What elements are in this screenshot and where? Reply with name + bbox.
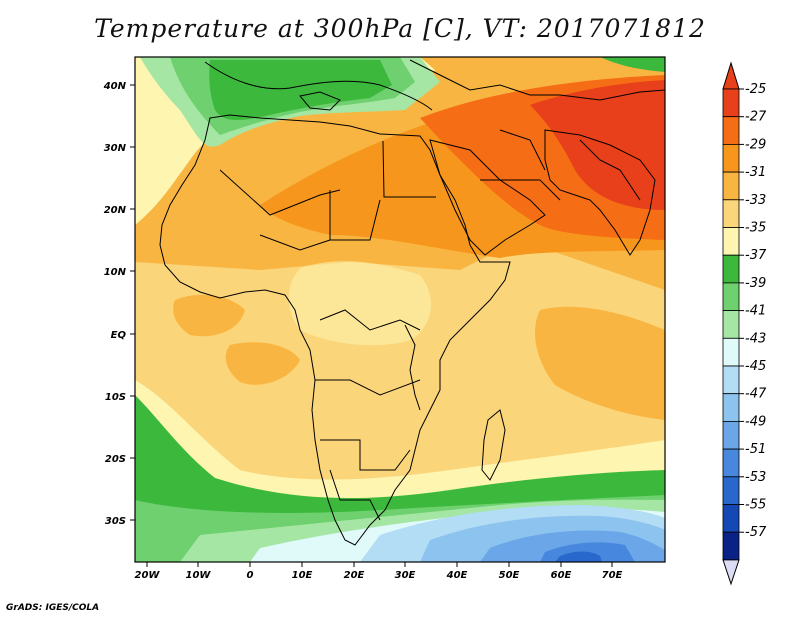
colorbar-swatch <box>722 116 740 145</box>
colorbar-swatch <box>722 199 740 228</box>
colorbar-swatch <box>722 143 740 173</box>
colorbar-bottom-arrow <box>722 559 740 586</box>
colorbar-label: -49 <box>745 414 766 429</box>
colorbar-label: -35 <box>745 221 766 236</box>
lat-tick-label: 30N <box>104 143 127 154</box>
colorbar-label: -27 <box>745 110 767 125</box>
lat-tick-label: EQ <box>111 330 127 341</box>
credit-text: GrADS: IGES/COLA <box>6 603 100 613</box>
lon-tick-label: 40E <box>446 570 468 581</box>
axis-ticks <box>130 84 613 567</box>
colorbar-label: -39 <box>745 276 766 291</box>
coastlines <box>159 59 665 546</box>
lon-tick-label: 20W <box>135 570 161 581</box>
lat-tick-label: 10S <box>105 392 126 403</box>
colorbar-label: -57 <box>745 525 767 540</box>
colorbar-swatch <box>722 254 740 284</box>
temperature-field <box>135 57 665 562</box>
lon-tick-label: 20E <box>344 570 365 581</box>
colorbar-swatch <box>722 171 740 201</box>
colorbar-swatch <box>722 420 740 450</box>
colorbar-label: -37 <box>745 248 767 263</box>
colorbar-label: -51 <box>745 442 766 457</box>
colorbar-label: -53 <box>745 470 766 485</box>
colorbar-label: -47 <box>745 387 767 402</box>
colorbar-swatch <box>722 227 740 256</box>
colorbar-swatch <box>722 282 740 311</box>
colorbar-label: -45 <box>745 359 766 374</box>
colorbar-swatch <box>722 88 740 118</box>
colorbar-top-arrow <box>722 61 740 90</box>
lat-tick-label: 40N <box>103 81 127 92</box>
colorbar: -25 -27 -29 -31 -33 -35 -37 -39 -41 -43 -45 -47 -49 -… <box>722 61 767 586</box>
colorbar-label: -43 <box>745 331 766 346</box>
lon-tick-label: 10E <box>292 570 313 581</box>
colorbar-label: -31 <box>745 165 766 180</box>
colorbar-swatch <box>722 531 740 561</box>
colorbar-swatch <box>722 504 740 533</box>
lon-tick-label: 0 <box>247 570 254 581</box>
lat-tick-label: 30S <box>105 516 126 527</box>
colorbar-swatch <box>722 310 740 339</box>
lon-tick-label: 60E <box>551 570 572 581</box>
map-frame <box>134 56 666 563</box>
colorbar-label: -33 <box>745 193 766 208</box>
colorbar-label: -25 <box>745 82 766 97</box>
colorbar-swatch <box>722 448 740 478</box>
colorbar-label: -41 <box>745 304 766 319</box>
chart-title: Temperature at 300hPa [C], VT: 201707181… <box>94 14 706 43</box>
lat-tick-label: 10N <box>104 267 127 278</box>
lon-tick-label: 70E <box>602 570 623 581</box>
colorbar-label: -55 <box>745 498 766 513</box>
colorbar-swatch <box>722 393 740 422</box>
colorbar-swatch <box>722 476 740 505</box>
colorbar-swatch <box>722 337 740 367</box>
lon-tick-label: 10W <box>186 570 212 581</box>
lat-tick-label: 20N <box>104 205 127 216</box>
colorbar-label: -29 <box>745 137 766 152</box>
lat-tick-label: 20S <box>105 454 126 465</box>
lon-tick-label: 30E <box>395 570 416 581</box>
colorbar-swatch <box>722 365 740 395</box>
lon-tick-label: 50E <box>499 570 520 581</box>
